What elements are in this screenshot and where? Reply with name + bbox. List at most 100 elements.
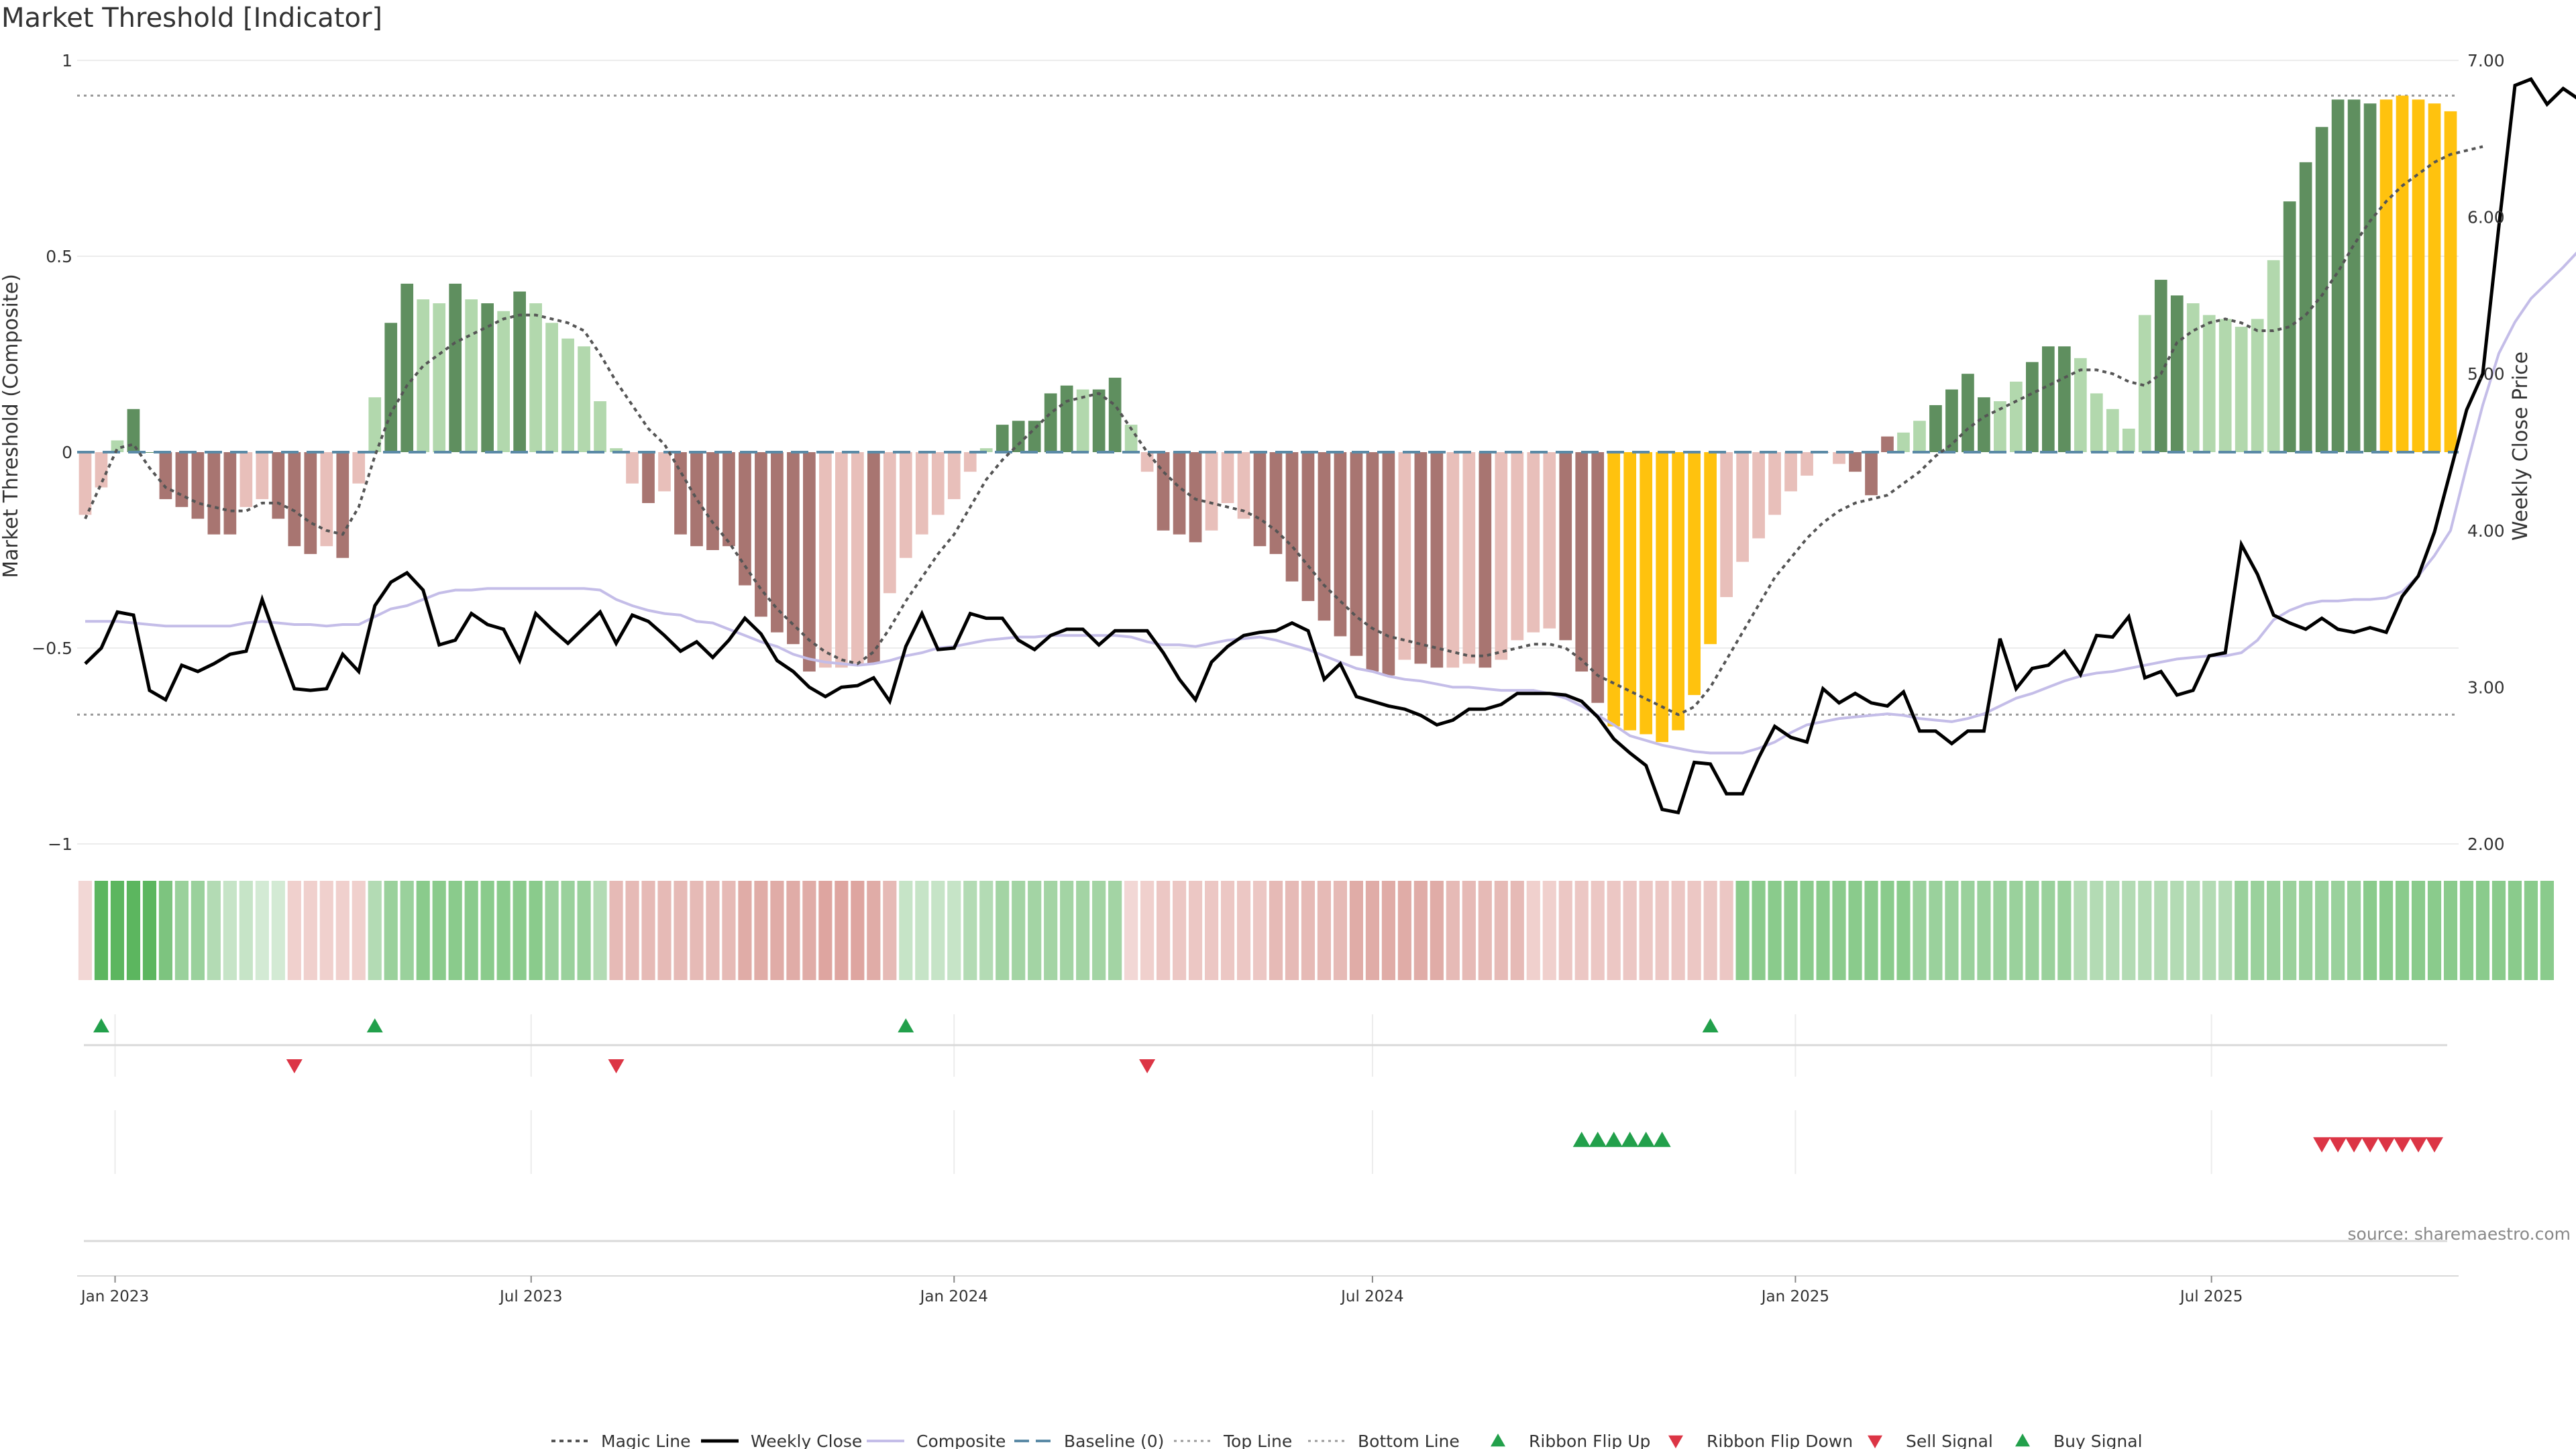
ribbon-cell [352,881,366,980]
ribbon-cell [1832,881,1846,980]
composite-bar [1237,452,1250,519]
composite-bar [1350,452,1363,656]
composite-bar [1881,436,1894,452]
ribbon-cell [609,881,623,980]
ribbon-cell [561,881,575,980]
composite-bar [497,311,510,452]
sell-signal-marker [2329,1137,2347,1152]
sell-signal-marker [2426,1137,2444,1152]
ribbon-cell [770,881,784,980]
composite-bar [835,452,848,668]
ribbon-cell [2235,881,2249,980]
composite-bar [1607,452,1621,727]
composite-bar [384,323,398,452]
composite-bar [979,448,993,452]
ribbon-cell [754,881,768,980]
composite-bar [207,452,221,535]
x-tick-label: Jan 2024 [919,1288,988,1305]
ribbon-cell [1639,881,1653,980]
ribbon-cell [2009,881,2023,980]
ribbon-flip-down-marker [286,1059,303,1073]
composite-bar [851,452,864,664]
composite-bar [1012,421,1025,452]
composite-bar [2363,103,2377,453]
ribbon-cell [400,881,414,980]
composite-bar [78,452,92,515]
composite-bar [755,452,767,617]
ribbon-cell [1945,881,1959,980]
composite-bar [674,452,687,535]
composite-bar [545,323,558,452]
legend-buy-signal-swatch [2015,1434,2030,1447]
ribbon-cell [384,881,398,980]
ribbon-cell [2459,881,2474,980]
ribbon-cell [1816,881,1830,980]
composite-bar [2057,346,2071,452]
legend-ribbon-flip-up-swatch [1491,1434,1505,1447]
ribbon-cell [1784,881,1798,980]
ribbon-cell [915,881,929,980]
ribbon-cell [931,881,945,980]
composite-bar [1140,452,1154,472]
ribbon-cell [207,881,221,980]
ribbon-cell [690,881,704,980]
ribbon-cell [786,881,800,980]
ribbon-cell [1108,881,1122,980]
ribbon-cell [1896,881,1911,980]
buy-signal-marker [1653,1132,1671,1147]
ribbon-cell [191,881,205,980]
ribbon-cell [1752,881,1766,980]
composite-bar [1978,397,1990,452]
ribbon-cell [448,881,462,980]
composite-bar [1623,452,1637,731]
composite-bar [2428,103,2441,453]
ribbon-flip-up-marker [1702,1018,1719,1032]
composite-bar [610,448,623,452]
ribbon-cell [641,881,655,980]
composite-bar [1704,452,1717,645]
y2-tick-label: 5.00 [2467,364,2505,384]
ribbon-cell [432,881,446,980]
ribbon-cell [1977,881,1991,980]
composite-bar [1768,452,1781,515]
composite-bar [481,303,494,452]
composite-bar [1543,452,1556,629]
ribbon-cell [1381,881,1395,980]
legend-ribbon-flip-down-label: Ribbon Flip Down [1707,1432,1853,1449]
ribbon-cell [2122,881,2136,980]
ribbon-cell [2154,881,2168,980]
ribbon-cell [2299,881,2313,980]
y-tick-label: 0.5 [46,247,72,266]
ribbon-flip-up-marker [366,1018,383,1032]
composite-bar [336,452,350,558]
composite-bar [1028,421,1041,452]
composite-bar [513,291,526,452]
ribbon-cell [2395,881,2410,980]
ribbon-cell [2057,881,2072,980]
buy-signal-marker [1605,1132,1623,1147]
composite-bar [803,452,816,672]
ribbon-cell [1446,881,1460,980]
composite-bar [2010,381,2023,452]
composite-bar [1736,452,1749,562]
composite-bar [963,452,977,472]
composite-bar [1285,452,1299,582]
ribbon-cell [2411,881,2426,980]
x-tick-label: Jul 2024 [1340,1288,1404,1305]
ribbon-cell [1510,881,1524,980]
ribbon-cell [1236,881,1251,980]
composite-bar [2074,358,2087,452]
y-tick-label: 0 [62,443,72,462]
composite-bar [417,299,430,452]
composite-bar [1479,452,1492,668]
composite-bar [722,452,735,547]
ribbon-cell [2025,881,2039,980]
source-note: source: sharemaestro.com [2348,1224,2571,1244]
composite-bar [449,283,462,452]
composite-bar [1672,452,1685,731]
ribbon-cell [1961,881,1975,980]
y2-tick-label: 2.00 [2467,835,2505,854]
composite-bar [1688,452,1701,696]
ribbon-cell [1929,881,1943,980]
composite-bar [594,401,606,452]
